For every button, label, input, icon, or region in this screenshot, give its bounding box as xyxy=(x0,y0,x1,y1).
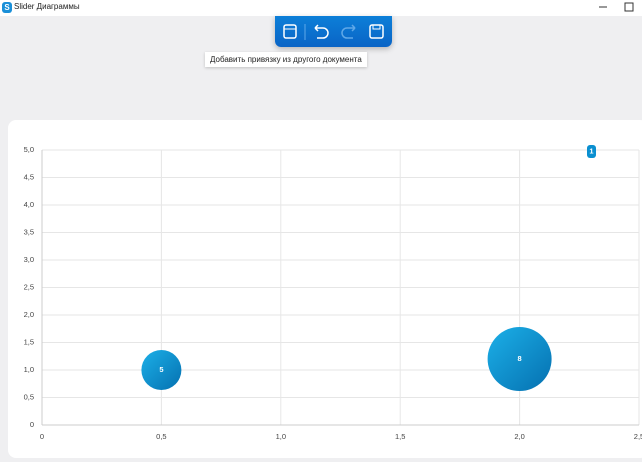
save-icon-part xyxy=(372,24,381,30)
y-tick-label: 2,0 xyxy=(24,310,34,319)
y-tick-label: 4,5 xyxy=(24,172,34,181)
bubble xyxy=(141,350,182,390)
toolbar-icons xyxy=(283,24,384,40)
y-tick-label: 2,5 xyxy=(24,282,34,291)
x-tick-label: 1,0 xyxy=(276,432,286,441)
bubble xyxy=(487,327,552,391)
maximize-button[interactable] xyxy=(624,2,634,12)
y-tick-label: 0 xyxy=(30,420,34,429)
tooltip: Добавить привязку из другого документа xyxy=(205,52,367,67)
x-tick-label: 0,5 xyxy=(156,432,166,441)
x-tick-label: 1,5 xyxy=(395,432,405,441)
y-tick-label: 1,5 xyxy=(24,337,34,346)
link-button[interactable] xyxy=(283,24,297,39)
y-tick-label: 1,0 xyxy=(24,365,34,374)
x-tick-label: 2,0 xyxy=(514,432,524,441)
bubble-label: 5 xyxy=(159,365,163,374)
undo-button[interactable] xyxy=(314,24,329,39)
window-controls xyxy=(599,2,634,12)
title-bar: S Slider Диаграммы xyxy=(0,0,642,16)
redo-button[interactable] xyxy=(341,24,356,39)
bubble-label: 8 xyxy=(518,354,522,363)
toolbar xyxy=(275,16,392,47)
y-tick-label: 5,0 xyxy=(24,145,34,154)
badge-label: 1 xyxy=(589,146,593,155)
window-title: Slider Диаграммы xyxy=(14,2,80,11)
x-tick-label: 2,5 xyxy=(634,432,642,441)
app-icon: S xyxy=(2,2,12,13)
badge xyxy=(587,145,596,158)
y-tick-label: 0,5 xyxy=(24,392,34,401)
chart-card xyxy=(8,120,642,458)
y-tick-label: 3,5 xyxy=(24,227,34,236)
y-tick-label: 4,0 xyxy=(24,200,34,209)
y-tick-label: 3,0 xyxy=(24,255,34,264)
x-tick-label: 0 xyxy=(40,432,44,441)
